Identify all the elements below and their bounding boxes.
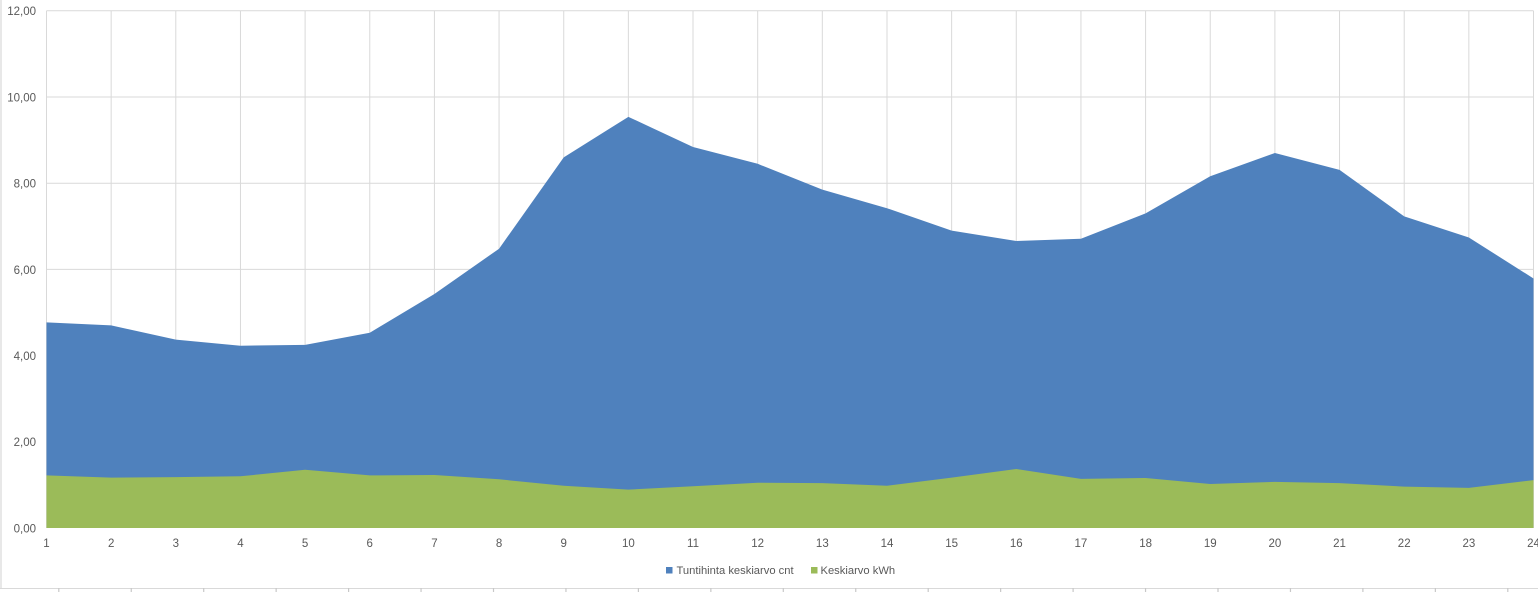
- svg-text:9: 9: [561, 538, 567, 550]
- svg-text:22: 22: [1398, 538, 1411, 550]
- svg-text:0,00: 0,00: [14, 523, 36, 535]
- svg-text:10,00: 10,00: [7, 92, 36, 104]
- svg-text:2: 2: [108, 538, 114, 550]
- svg-text:6: 6: [367, 538, 373, 550]
- svg-text:15: 15: [945, 538, 958, 550]
- svg-text:3: 3: [173, 538, 179, 550]
- svg-text:4: 4: [237, 538, 244, 550]
- svg-text:2,00: 2,00: [14, 437, 36, 449]
- svg-text:23: 23: [1462, 538, 1475, 550]
- svg-text:13: 13: [816, 538, 829, 550]
- svg-text:21: 21: [1333, 538, 1346, 550]
- svg-text:10: 10: [622, 538, 635, 550]
- svg-text:17: 17: [1075, 538, 1088, 550]
- svg-text:11: 11: [687, 538, 699, 550]
- svg-text:7: 7: [431, 538, 437, 550]
- svg-text:5: 5: [302, 538, 308, 550]
- svg-text:6,00: 6,00: [14, 265, 36, 277]
- svg-text:8,00: 8,00: [14, 179, 36, 191]
- svg-text:8: 8: [496, 538, 502, 550]
- svg-text:14: 14: [881, 538, 894, 550]
- svg-text:16: 16: [1010, 538, 1023, 550]
- svg-text:Keskiarvo kWh: Keskiarvo kWh: [821, 565, 896, 577]
- svg-text:18: 18: [1139, 538, 1152, 550]
- svg-text:1: 1: [43, 538, 49, 550]
- svg-text:12,00: 12,00: [7, 6, 36, 18]
- svg-text:Tuntihinta keskiarvo cnt: Tuntihinta keskiarvo cnt: [677, 565, 795, 577]
- svg-text:20: 20: [1268, 538, 1281, 550]
- svg-text:12: 12: [751, 538, 764, 550]
- svg-text:19: 19: [1204, 538, 1217, 550]
- svg-text:4,00: 4,00: [14, 351, 36, 363]
- svg-text:24: 24: [1527, 538, 1538, 550]
